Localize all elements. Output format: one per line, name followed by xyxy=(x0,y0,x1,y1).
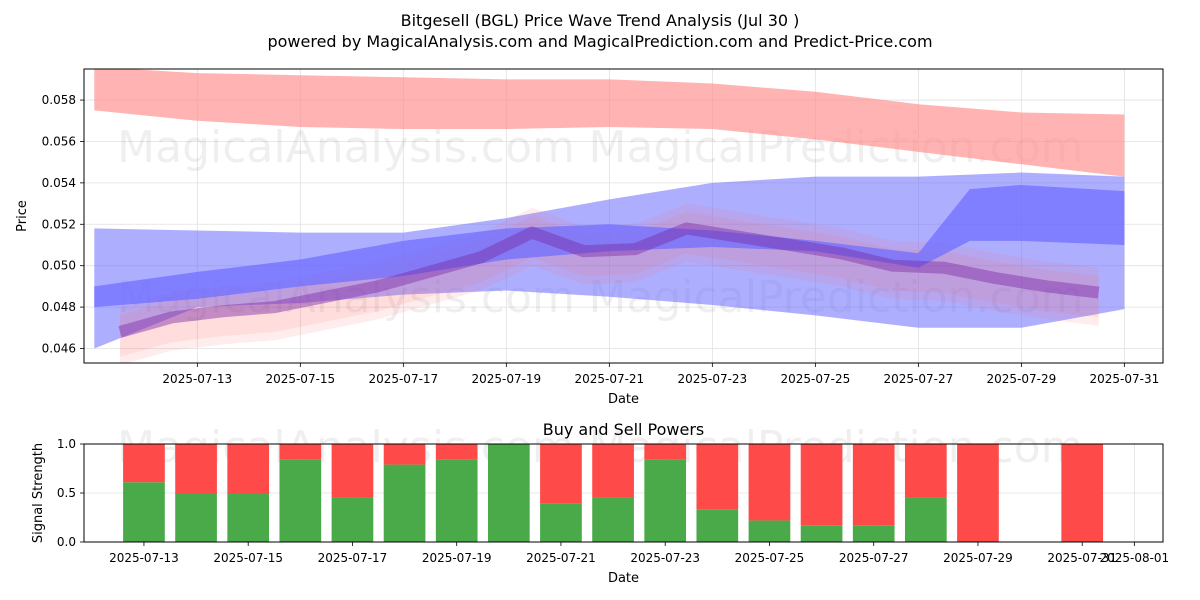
buy-bar xyxy=(904,497,947,542)
x-tick-label: 2025-07-21 xyxy=(574,372,644,386)
price-wave-cloud xyxy=(120,228,1099,349)
x-tick-label: 2025-07-31 xyxy=(1089,372,1159,386)
sell-bar xyxy=(540,444,582,504)
sell-bar xyxy=(1061,444,1104,542)
bar-y-tick-label: 0.0 xyxy=(57,535,76,549)
watermark-text: MagicalAnalysis.com xyxy=(117,122,575,173)
y-tick-label: 0.048 xyxy=(42,300,76,314)
sell-bar xyxy=(852,444,895,526)
bottom-axes-frame xyxy=(83,443,1164,543)
bar-y-axis-label: Signal Strength xyxy=(31,443,46,543)
buy-bar xyxy=(540,503,582,542)
sell-bar xyxy=(123,444,165,483)
bar-y-tick-label: 1.0 xyxy=(57,437,76,451)
buy-bar xyxy=(123,482,165,542)
sell-bar xyxy=(904,444,947,498)
sell-bar xyxy=(592,444,634,498)
x-tick-label: 2025-07-23 xyxy=(677,372,747,386)
buy-bar xyxy=(383,464,426,542)
sell-bar xyxy=(957,444,999,542)
bar-x-tick-label: 2025-07-31 xyxy=(1047,551,1117,565)
y-axis-label: Price xyxy=(15,200,30,232)
bar-x-tick-label: 2025-07-21 xyxy=(526,551,596,565)
red-band xyxy=(94,69,1125,177)
sell-bar xyxy=(435,444,478,460)
buy-bar xyxy=(175,493,217,542)
x-tick-label: 2025-07-17 xyxy=(368,372,438,386)
buy-bar xyxy=(800,525,843,542)
x-tick-label: 2025-07-19 xyxy=(471,372,541,386)
bar-x-tick-label: 2025-08-01 xyxy=(1099,551,1169,565)
blue-band-narrow xyxy=(94,184,1125,308)
buy-bar xyxy=(852,525,895,542)
buy-bar xyxy=(748,520,791,542)
bar-x-axis-label: Date xyxy=(608,571,639,586)
y-tick-label: 0.046 xyxy=(42,342,76,356)
chart-subtitle: powered by MagicalAnalysis.com and Magic… xyxy=(267,32,932,51)
sell-bar xyxy=(331,444,374,498)
price-wave-cloud xyxy=(120,203,1099,324)
y-tick-label: 0.058 xyxy=(42,93,76,107)
sell-bar xyxy=(696,444,739,510)
x-tick-label: 2025-07-25 xyxy=(780,372,850,386)
top-axes-frame xyxy=(83,68,1164,364)
bar-y-tick-label: 0.5 xyxy=(57,486,76,500)
bar-x-tick-label: 2025-07-25 xyxy=(735,551,805,565)
y-tick-label: 0.054 xyxy=(42,176,76,190)
y-tick-label: 0.056 xyxy=(42,134,76,148)
buy-bar xyxy=(227,493,270,542)
chart-title: Bitgesell (BGL) Price Wave Trend Analysi… xyxy=(401,11,800,30)
sell-bar xyxy=(279,444,322,460)
buy-bar xyxy=(592,497,634,542)
buy-bar xyxy=(696,509,739,542)
buy-bar xyxy=(279,459,322,542)
x-tick-label: 2025-07-27 xyxy=(883,372,953,386)
x-tick-label: 2025-07-15 xyxy=(265,372,335,386)
price-wave-cloud xyxy=(120,211,1099,332)
price-wave-cloud xyxy=(120,244,1099,363)
sell-bar xyxy=(383,444,426,465)
x-axis-label: Date xyxy=(608,392,639,407)
sell-bar xyxy=(644,444,687,460)
blue-band-wide xyxy=(94,172,1125,349)
bar-x-tick-label: 2025-07-13 xyxy=(109,551,179,565)
sell-bar xyxy=(175,444,217,493)
bar-x-tick-label: 2025-07-27 xyxy=(839,551,909,565)
buy-bar xyxy=(487,444,530,542)
sell-bar xyxy=(800,444,843,526)
buy-bar xyxy=(435,459,478,542)
x-tick-label: 2025-07-13 xyxy=(162,372,232,386)
bar-x-tick-label: 2025-07-23 xyxy=(630,551,700,565)
bar-x-tick-label: 2025-07-17 xyxy=(318,551,388,565)
bar-x-tick-label: 2025-07-19 xyxy=(422,551,492,565)
sell-bar xyxy=(227,444,270,493)
bar-x-tick-label: 2025-07-29 xyxy=(943,551,1013,565)
buy-bar xyxy=(644,459,687,542)
bar-chart-title: Buy and Sell Powers xyxy=(543,420,705,439)
price-wave-line xyxy=(118,222,1100,338)
y-tick-label: 0.052 xyxy=(42,217,76,231)
y-tick-label: 0.050 xyxy=(42,259,76,273)
bar-x-tick-label: 2025-07-15 xyxy=(213,551,283,565)
price-wave-cloud xyxy=(120,236,1099,357)
sell-bar xyxy=(748,444,791,521)
plot-area xyxy=(94,69,1125,363)
buy-bar xyxy=(331,497,374,542)
x-tick-label: 2025-07-29 xyxy=(986,372,1056,386)
